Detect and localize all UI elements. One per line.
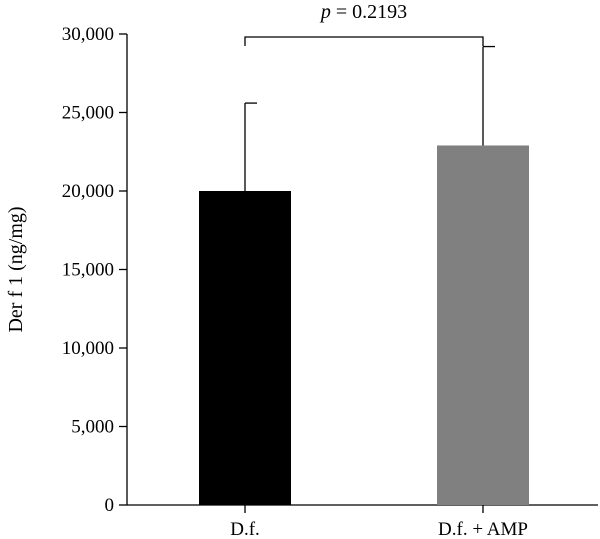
bar bbox=[199, 191, 291, 505]
x-category-label: D.f. bbox=[230, 519, 260, 539]
bar bbox=[437, 145, 529, 505]
y-axis: 0 5,000 10,000 15,000 20,000 25,000 30,000 bbox=[62, 24, 128, 516]
p-value-symbol: p bbox=[319, 1, 331, 23]
significance-annotation: p = 0.2193 bbox=[244, 1, 484, 46]
y-axis-title: Der f 1 (ng/mg) bbox=[5, 206, 27, 332]
error-bars bbox=[244, 45, 495, 191]
y-tick-label: 15,000 bbox=[62, 260, 114, 281]
y-tick-label: 5,000 bbox=[71, 417, 114, 438]
y-tick-label: 30,000 bbox=[62, 24, 114, 45]
significance-bracket bbox=[244, 36, 484, 46]
category-labels: D.f. D.f. + AMP bbox=[230, 519, 528, 539]
y-tick-label: 0 bbox=[105, 495, 115, 516]
y-tick-label: 20,000 bbox=[62, 181, 114, 202]
x-axis bbox=[127, 504, 598, 513]
p-value-rest: = 0.2193 bbox=[331, 1, 407, 23]
y-tick-label: 25,000 bbox=[62, 103, 114, 124]
x-category-label: D.f. + AMP bbox=[438, 519, 528, 539]
bars bbox=[199, 145, 529, 505]
p-value-label: p = 0.2193 bbox=[319, 1, 407, 23]
y-tick-label: 10,000 bbox=[62, 338, 114, 359]
